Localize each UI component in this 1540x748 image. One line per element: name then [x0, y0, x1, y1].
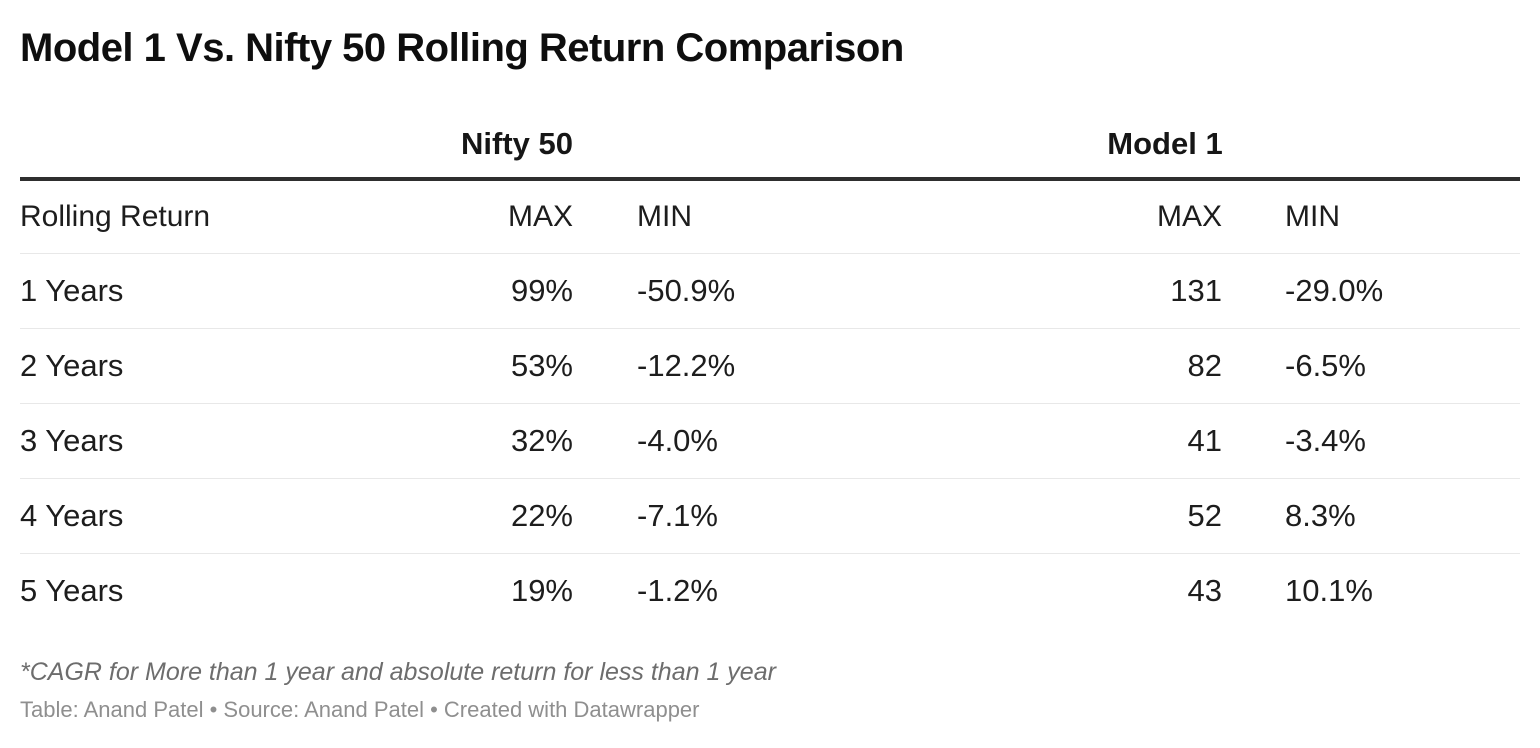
cell-nifty-max: 99% — [510, 273, 573, 308]
cell-model-max: 52 — [1187, 498, 1222, 533]
page-title: Model 1 Vs. Nifty 50 Rolling Return Comp… — [20, 26, 904, 70]
cell-model-max: 43 — [1187, 573, 1222, 608]
cell-nifty-max: 32% — [510, 423, 573, 458]
header-rolling-return: Rolling Return — [20, 200, 211, 233]
cell-nifty-min: -12.2% — [637, 348, 736, 383]
header-nifty-max: MAX — [507, 200, 573, 233]
cell-model-max: 41 — [1187, 423, 1222, 458]
cell-model-min: -3.4% — [1285, 423, 1366, 458]
cell-model-min: 8.3% — [1285, 498, 1356, 533]
column-group-nifty50: Nifty 50 — [461, 126, 573, 161]
table-row: 1 Years 99% -50.9% 131 -29.0% — [20, 253, 1520, 328]
table-row: 3 Years 32% -4.0% 41 -3.4% — [20, 403, 1520, 478]
column-group-row: Nifty 50 Model 1 — [20, 74, 1520, 177]
table-row: 5 Years 19% -1.2% 43 10.1% — [20, 553, 1520, 628]
table-header-row: Rolling Return MAX MIN MAX MIN — [20, 177, 1520, 253]
header-model-max: MAX — [1156, 200, 1222, 233]
cell-period: 3 Years — [20, 423, 124, 458]
comparison-table: Nifty 50 Model 1 Rolling Return MAX MIN … — [20, 74, 1520, 628]
table-row: 2 Years 53% -12.2% 82 -6.5% — [20, 328, 1520, 403]
cell-nifty-min: -1.2% — [637, 573, 718, 608]
cell-nifty-max: 53% — [510, 348, 573, 383]
table-footnote: *CAGR for More than 1 year and absolute … — [20, 658, 776, 686]
header-model-min: MIN — [1285, 200, 1340, 233]
cell-model-max: 82 — [1187, 348, 1222, 383]
cell-model-min: 10.1% — [1285, 573, 1373, 608]
column-group-model1: Model 1 — [1107, 126, 1223, 161]
cell-period: 5 Years — [20, 573, 124, 608]
cell-nifty-max: 19% — [510, 573, 573, 608]
cell-model-min: -29.0% — [1285, 273, 1384, 308]
cell-nifty-min: -50.9% — [637, 273, 736, 308]
cell-nifty-min: -7.1% — [637, 498, 718, 533]
table-row: 4 Years 22% -7.1% 52 8.3% — [20, 478, 1520, 553]
cell-model-min: -6.5% — [1285, 348, 1366, 383]
cell-period: 4 Years — [20, 498, 124, 533]
table-attribution: Table: Anand Patel • Source: Anand Patel… — [20, 697, 700, 722]
cell-period: 2 Years — [20, 348, 124, 383]
cell-model-max: 131 — [1170, 273, 1222, 308]
cell-period: 1 Years — [20, 273, 124, 308]
cell-nifty-min: -4.0% — [637, 423, 718, 458]
header-nifty-min: MIN — [637, 200, 692, 233]
cell-nifty-max: 22% — [510, 498, 573, 533]
